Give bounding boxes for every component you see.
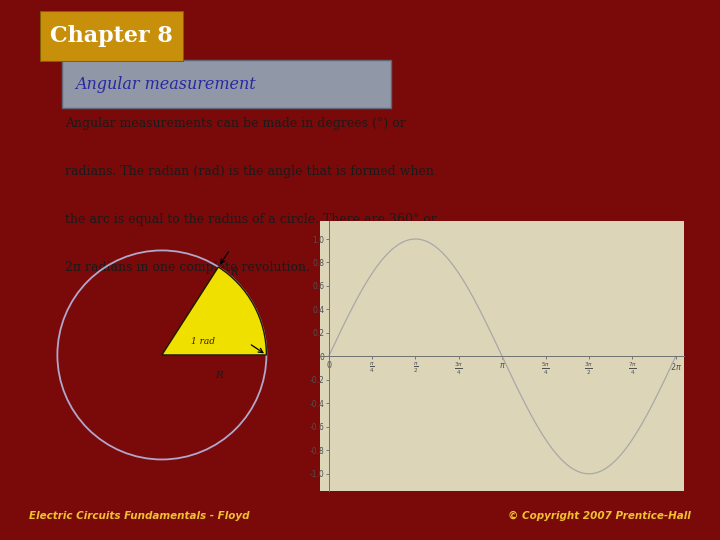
Text: 2π radians in one complete revolution.: 2π radians in one complete revolution. [66, 261, 310, 274]
Text: Electric Circuits Fundamentals - Floyd: Electric Circuits Fundamentals - Floyd [29, 511, 249, 521]
Text: © Copyright 2007 Prentice-Hall: © Copyright 2007 Prentice-Hall [508, 511, 691, 521]
Text: Angular measurements can be made in degrees (°) or: Angular measurements can be made in degr… [66, 117, 406, 130]
Text: 1 rad: 1 rad [191, 336, 215, 346]
Text: radians. The radian (rad) is the angle that is formed when: radians. The radian (rad) is the angle t… [66, 165, 434, 178]
FancyBboxPatch shape [62, 60, 391, 108]
Text: R: R [230, 268, 238, 278]
Text: Chapter 8: Chapter 8 [50, 25, 173, 48]
FancyBboxPatch shape [40, 11, 184, 62]
Wedge shape [162, 267, 266, 355]
Text: R: R [215, 371, 223, 380]
Text: the arc is equal to the radius of a circle. There are 360° or: the arc is equal to the radius of a circ… [66, 213, 437, 226]
Text: Angular measurement: Angular measurement [75, 76, 256, 93]
